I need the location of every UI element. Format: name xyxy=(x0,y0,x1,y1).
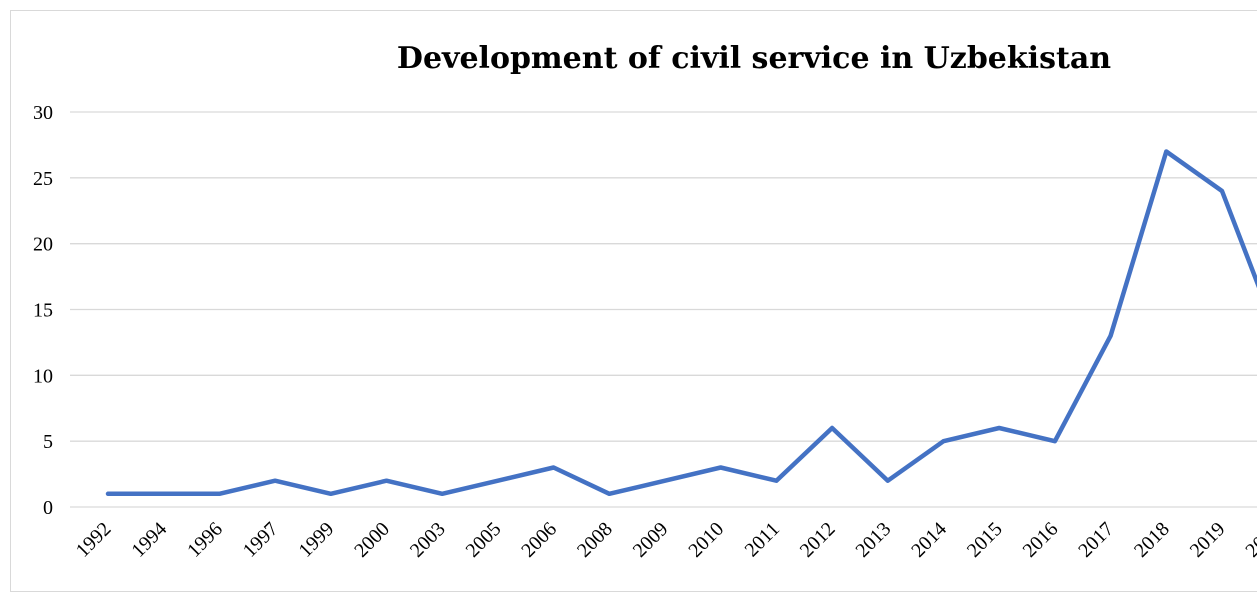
series-line xyxy=(108,152,1257,494)
x-tick-label: 2012 xyxy=(796,518,840,562)
x-tick-label: 2009 xyxy=(629,518,673,562)
x-tick-label: 2003 xyxy=(406,518,450,562)
x-tick-label: 2018 xyxy=(1130,518,1174,562)
x-tick-label: 1996 xyxy=(183,518,227,562)
chart-title: Development of civil service in Uzbekist… xyxy=(397,41,1111,76)
x-tick-label: 2017 xyxy=(1074,518,1118,562)
y-tick-label: 0 xyxy=(43,497,53,519)
x-tick-label: 2015 xyxy=(963,518,1007,562)
x-tick-label: 2005 xyxy=(462,518,506,562)
x-tick-label: 1999 xyxy=(294,518,338,562)
x-tick-label: 2006 xyxy=(517,518,561,562)
y-tick-label: 10 xyxy=(33,365,53,387)
x-tick-label: 2020 xyxy=(1241,518,1257,562)
y-tick-label: 30 xyxy=(33,102,53,124)
y-tick-label: 15 xyxy=(33,300,53,322)
x-tick-label: 2011 xyxy=(741,518,784,561)
x-tick-label: 2008 xyxy=(573,518,617,562)
series-layer xyxy=(108,151,1257,494)
y-tick-label: 25 xyxy=(33,168,53,190)
y-axis-tick-labels: 0 5 10 15 20 25 30 xyxy=(33,102,53,519)
x-tick-label: 1997 xyxy=(239,518,283,562)
x-tick-label: 1994 xyxy=(127,518,171,562)
gridlines xyxy=(70,112,1257,507)
x-tick-label: 2014 xyxy=(907,518,951,562)
x-tick-label: 2000 xyxy=(350,518,394,562)
x-tick-label: 2010 xyxy=(684,518,728,562)
y-tick-label: 20 xyxy=(33,234,53,256)
y-tick-label: 5 xyxy=(43,431,53,453)
x-tick-label: 2016 xyxy=(1019,518,1063,562)
x-tick-label: 2013 xyxy=(851,518,895,562)
line-chart: Development of civil service in Uzbekist… xyxy=(0,0,1257,569)
x-tick-label: 2019 xyxy=(1186,518,1230,562)
x-tick-label: 1992 xyxy=(72,518,116,562)
